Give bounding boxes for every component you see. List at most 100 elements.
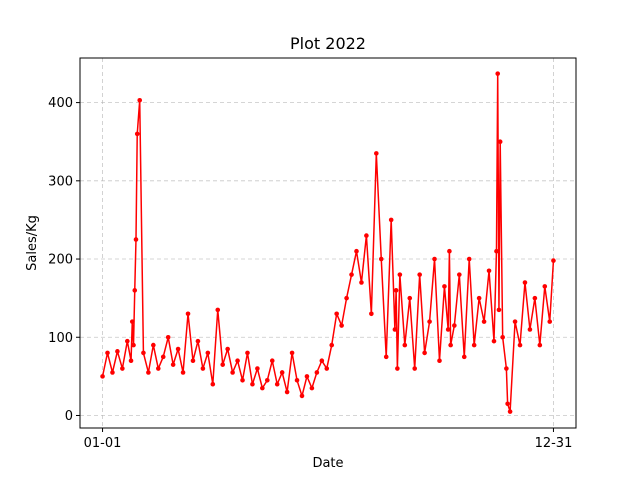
data-point — [522, 280, 528, 285]
data-point — [471, 342, 477, 348]
data-point — [445, 327, 451, 332]
data-point — [265, 377, 270, 383]
data-point — [542, 284, 548, 289]
data-point — [497, 139, 503, 144]
data-point — [160, 354, 166, 360]
data-point — [200, 366, 206, 371]
data-point — [354, 248, 359, 254]
data-point — [374, 151, 379, 156]
y-tick-label: 200 — [48, 253, 73, 268]
y-tick-label: 100 — [48, 331, 73, 346]
y-tick-label: 400 — [48, 96, 73, 111]
y-tick-label: 0 — [65, 409, 73, 424]
data-point — [190, 358, 196, 364]
data-point — [269, 358, 275, 364]
data-point — [452, 323, 457, 328]
data-point — [230, 370, 235, 375]
data-point — [319, 358, 325, 364]
data-point — [274, 381, 280, 387]
data-point — [225, 346, 230, 352]
data-point — [151, 342, 156, 348]
data-point — [442, 284, 447, 289]
data-point — [309, 385, 315, 391]
data-point — [245, 350, 250, 356]
data-point — [195, 338, 201, 344]
data-point — [388, 217, 394, 223]
y-axis-label: Sales/Kg — [25, 215, 40, 271]
data-point — [383, 354, 389, 360]
data-point — [532, 295, 538, 301]
data-point — [551, 258, 556, 263]
data-point — [397, 272, 403, 277]
data-point — [407, 295, 413, 301]
data-point — [294, 377, 300, 383]
plot-frame — [79, 57, 577, 429]
data-point — [255, 366, 260, 371]
data-point — [100, 374, 105, 379]
data-point — [175, 346, 181, 352]
data-point — [250, 381, 255, 387]
data-point — [507, 409, 513, 414]
data-point — [324, 366, 330, 371]
x-tick-label: 01-01 — [84, 436, 122, 451]
data-point — [314, 370, 320, 375]
data-point — [170, 362, 176, 367]
data-point — [537, 342, 543, 348]
data-point — [447, 248, 452, 254]
data-point — [448, 342, 453, 348]
data-point — [260, 385, 265, 391]
data-point — [304, 374, 310, 379]
data-point — [402, 342, 408, 348]
data-point — [393, 288, 399, 293]
data-point — [392, 327, 398, 332]
data-point — [137, 97, 143, 103]
data-point — [495, 71, 501, 76]
data-point — [417, 272, 422, 277]
data-point — [220, 362, 226, 367]
data-point — [395, 366, 400, 371]
data-point — [349, 272, 354, 277]
data-point — [299, 393, 305, 399]
y-axis-ticks: 0 100 200 300 400 — [48, 96, 80, 424]
data-point — [500, 334, 505, 340]
y-tick-label: 300 — [48, 174, 73, 189]
data-point — [344, 295, 349, 301]
data-point — [457, 272, 462, 277]
data-point — [133, 237, 139, 242]
data-point — [512, 319, 518, 324]
data-point — [185, 311, 191, 317]
data-point — [466, 256, 472, 262]
data-point — [481, 319, 487, 324]
data-point — [491, 338, 497, 344]
data-point — [369, 311, 374, 317]
data-point — [476, 295, 482, 301]
data-point — [132, 288, 138, 293]
data-point — [334, 311, 339, 317]
data-point — [131, 342, 136, 348]
x-axis-label: Date — [312, 456, 343, 471]
data-point — [110, 370, 115, 375]
data-point — [432, 256, 437, 262]
data-point — [461, 354, 467, 360]
data-point — [364, 233, 369, 238]
data-point — [494, 248, 499, 254]
data-point — [240, 377, 245, 383]
data-point — [205, 350, 211, 356]
data-point — [141, 350, 146, 356]
data-point — [422, 350, 427, 356]
data-point — [165, 334, 171, 340]
data-point — [146, 370, 151, 375]
data-point — [284, 389, 290, 395]
data-point — [505, 401, 510, 407]
data-point — [412, 366, 418, 371]
data-point — [120, 366, 125, 371]
data-point — [128, 358, 134, 364]
data-point — [527, 327, 533, 332]
data-point — [547, 319, 553, 324]
data-point — [134, 131, 140, 137]
data-point — [115, 349, 120, 354]
data-point — [125, 338, 130, 344]
data-points — [100, 71, 556, 414]
